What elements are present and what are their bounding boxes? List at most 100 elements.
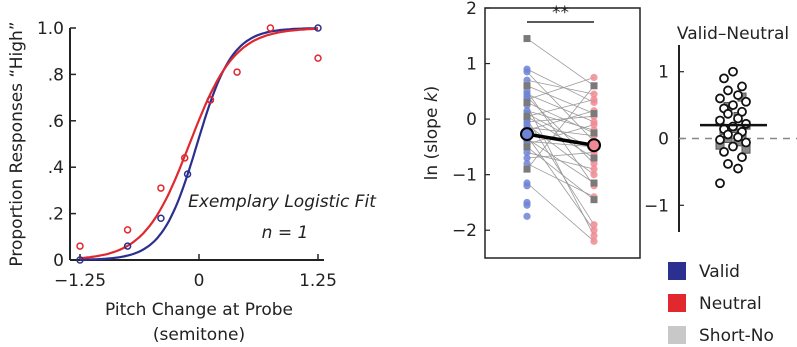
- difference-point: [741, 96, 751, 107]
- short-point: [523, 82, 531, 90]
- difference-point: [715, 115, 725, 126]
- neutral-point: [590, 90, 598, 98]
- difference-y-ticks: −1 0 1: [644, 63, 684, 216]
- data-point: [123, 226, 132, 234]
- slope-y-label: ln (slope k): [422, 86, 442, 181]
- x-tick-label: −1.25: [54, 271, 106, 291]
- slope-mean-line: [520, 127, 601, 153]
- neutral-point: [590, 159, 598, 168]
- neutral-mean-marker: [587, 138, 601, 153]
- y-tick-label: 2: [466, 0, 477, 19]
- y-tick-label: .8: [48, 65, 64, 85]
- short-point: [590, 154, 598, 162]
- short-point: [523, 35, 531, 43]
- difference-point: [733, 163, 743, 174]
- legend-label: Neutral: [699, 294, 762, 314]
- psychometric-x-label: Pitch Change at Probe: [105, 300, 293, 320]
- data-point: [314, 24, 322, 32]
- slope-paired-lines: [526, 38, 595, 242]
- y-tick-label: 0: [466, 110, 477, 130]
- short-point: [523, 98, 531, 106]
- difference-point: [728, 141, 738, 152]
- difference-point: [733, 113, 743, 124]
- slope-plot-box: [484, 7, 641, 259]
- paired-line: [526, 115, 595, 159]
- short-point: [523, 165, 531, 173]
- paired-line: [526, 85, 595, 170]
- neutral-point: [590, 232, 598, 240]
- y-tick-label: 1: [466, 55, 477, 75]
- neutral-point: [590, 165, 598, 173]
- paired-line: [526, 152, 595, 159]
- panel-psychometric: 0.2.4.6.81.0 −1.25 0 1.25 Proportion Respo…: [7, 19, 377, 345]
- legend-label: Short-No: [699, 326, 774, 346]
- paired-line: [526, 127, 595, 137]
- y-tick-label: 0: [53, 251, 64, 271]
- y-tick-label: 1: [658, 63, 669, 83]
- paired-line: [526, 115, 595, 123]
- paired-line: [526, 77, 595, 101]
- difference-point: [715, 93, 725, 104]
- psychometric-fit-lines: [79, 27, 319, 261]
- paired-line: [526, 182, 595, 242]
- legend-swatch: [668, 262, 686, 280]
- difference-point: [728, 66, 738, 77]
- valid-point: [523, 212, 531, 220]
- legend: Valid Neutral Short-No: [668, 262, 774, 346]
- slope-y-ticks: −2 −1 0 1 2: [452, 0, 490, 241]
- difference-point: [719, 146, 729, 157]
- data-point: [76, 242, 84, 250]
- y-tick-label: −1: [644, 196, 669, 216]
- difference-point: [733, 90, 743, 100]
- paired-line: [526, 96, 595, 164]
- paired-line: [526, 79, 595, 95]
- neutral-point: [590, 121, 598, 129]
- fit-line: [80, 27, 319, 261]
- paired-line: [526, 138, 595, 184]
- neutral-point: [590, 226, 598, 234]
- paired-line: [526, 110, 595, 131]
- paired-line: [526, 71, 595, 142]
- fit-annotation: Exemplary Logistic Fit: [188, 192, 377, 212]
- difference-point: [728, 121, 738, 132]
- valid-point: [523, 68, 531, 76]
- x-tick-label: 1.25: [299, 271, 337, 291]
- data-point: [206, 96, 215, 104]
- data-point: [233, 68, 241, 76]
- difference-point: [715, 134, 725, 145]
- short-point: [523, 143, 531, 151]
- paired-line: [526, 85, 595, 114]
- valid-point: [523, 76, 531, 84]
- y-tick-label: 0: [658, 130, 669, 150]
- difference-point: [723, 129, 733, 140]
- data-point: [157, 214, 165, 222]
- valid-point: [523, 182, 531, 190]
- difference-point: [723, 158, 733, 169]
- short-point: [590, 129, 598, 137]
- neutral-point: [590, 73, 598, 82]
- y-tick-label: −2: [452, 221, 477, 241]
- y-tick-label: .2: [48, 205, 64, 225]
- neutral-point: [590, 221, 598, 229]
- difference-data-points: [715, 66, 751, 189]
- legend-label: Valid: [699, 262, 740, 282]
- paired-line: [526, 99, 595, 117]
- legend-swatch: [668, 294, 686, 312]
- data-point: [266, 24, 275, 32]
- x-tick-label: 0: [194, 271, 205, 291]
- data-point: [314, 54, 322, 62]
- valid-mean-marker: [520, 127, 534, 142]
- significance-marker: **: [552, 3, 569, 23]
- difference-point: [737, 152, 747, 163]
- difference-point: [723, 108, 733, 119]
- psychometric-data-points: [76, 24, 322, 264]
- data-point: [180, 154, 189, 162]
- short-point: [590, 82, 598, 90]
- data-point: [157, 184, 165, 192]
- paired-line: [526, 140, 595, 148]
- data-point: [123, 242, 132, 250]
- neutral-point: [590, 237, 598, 245]
- panel-slope: −2 −1 0 1 2 ** ln (slope k): [422, 0, 641, 259]
- paired-line: [526, 135, 595, 231]
